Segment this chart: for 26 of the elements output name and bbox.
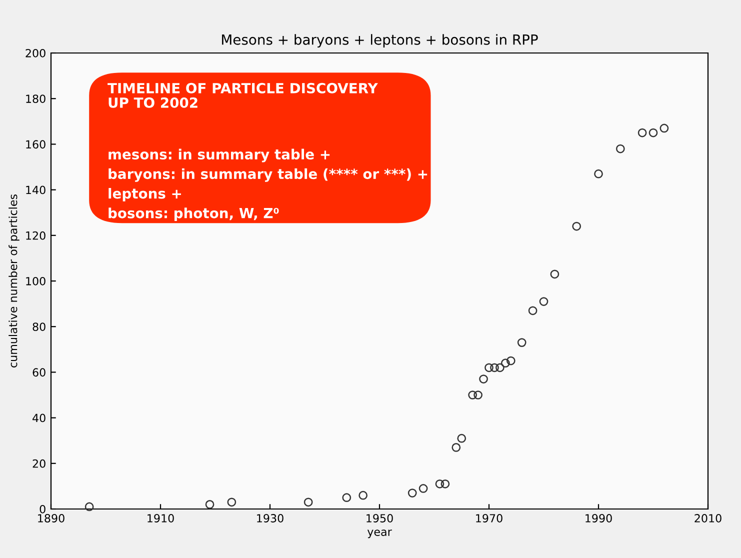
y-tick-label: 120 xyxy=(26,231,46,240)
annotation: TIMELINE OF PARTICLE DISCOVERY UP TO 2002 xyxy=(108,82,378,108)
annotation: mesons: in summary table + xyxy=(108,148,330,162)
y-tick-label: 200 xyxy=(26,48,46,58)
annotation: baryons: in summary table (**** or ***) + xyxy=(108,168,428,182)
y-tick-label: 0 xyxy=(40,504,46,514)
x-axis-title: year xyxy=(367,530,392,538)
y-tick-label: 180 xyxy=(26,94,46,103)
y-tick-label: 100 xyxy=(26,276,46,286)
y-tick-label: 20 xyxy=(32,459,46,468)
x-tick-label: 1970 xyxy=(476,514,502,522)
x-tick-label: 2010 xyxy=(694,514,722,522)
x-tick-label: 1950 xyxy=(366,514,393,522)
y-tick-label: 140 xyxy=(26,186,46,194)
x-tick-label: 1890 xyxy=(38,514,64,522)
x-tick-label: 1930 xyxy=(257,514,284,522)
x-tick-label: 1910 xyxy=(148,514,174,522)
y-tick-label: 40 xyxy=(32,414,46,422)
annotation: leptons + xyxy=(108,188,181,202)
chart-title: Mesons + baryons + leptons + bosons in RPP xyxy=(222,34,538,48)
y-tick-label: 80 xyxy=(32,322,46,331)
y-axis-title: cumulative number of particles xyxy=(8,194,20,368)
y-tick-label: 60 xyxy=(32,368,46,377)
annotation: bosons: photon, W, Z⁰ xyxy=(108,208,279,222)
x-tick-label: 1990 xyxy=(586,514,612,522)
y-tick-label: 160 xyxy=(26,140,46,149)
